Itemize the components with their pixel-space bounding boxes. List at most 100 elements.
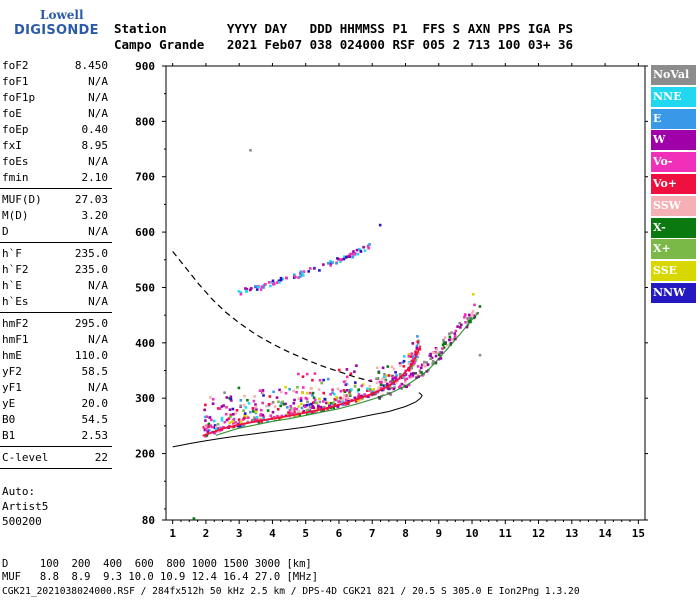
echo-point [216,422,220,426]
param-label: hmF1 [2,333,29,346]
param-label: M(D) [2,209,29,222]
echo-point [245,415,249,418]
echo-point [302,274,305,277]
echo-point [316,406,320,410]
echo-point [357,388,360,391]
echo-point [351,254,355,257]
echo-point [357,399,360,402]
x-tick-label: 8 [402,527,409,540]
echo-point [260,285,264,289]
echo-point [255,288,259,291]
echo-point [467,320,470,323]
echo-point [408,369,411,372]
echo-point [418,369,422,372]
legend-item: SSW [651,195,696,216]
x-tick-label: 6 [336,527,343,540]
echo-point [344,379,347,383]
echo-point [213,424,217,427]
echo-point [348,253,351,257]
echo-point [216,427,219,430]
echo-point [325,401,328,405]
echo-point [220,419,224,422]
x-tick-label: 10 [465,527,478,540]
x-tick-label: 14 [598,527,612,540]
echo-point [260,408,263,412]
param-row: yE 20.0 [0,396,112,412]
param-value: N/A [88,279,108,292]
echo-point [342,257,346,261]
echo-point [456,325,459,328]
echo-point [308,405,312,409]
echo-point [297,397,301,401]
param-value: N/A [88,107,108,120]
logo-line1: Lowell [40,8,84,22]
echo-point [278,281,281,284]
echo-point [319,406,323,409]
echo-point [235,425,238,428]
echo-point [306,412,310,415]
param-row: B0 54.5 [0,412,112,428]
echo-point [246,398,249,402]
echo-point [437,353,441,356]
echo-point [435,348,439,351]
x-tick-label: 7 [369,527,376,540]
echo-point [405,385,408,389]
echo-point [280,414,284,418]
echo-point [220,405,224,408]
echo-point [211,397,215,401]
y-tick-label: 400 [135,337,155,350]
echo-point [261,391,265,395]
echo-point [407,354,411,358]
echo-point [440,351,444,354]
echo-point [416,355,419,359]
echo-point [360,394,363,398]
echo-point [308,409,312,412]
echo-point [369,379,373,382]
echo-point [393,382,396,386]
echo-point [412,363,415,367]
echo-point [416,365,420,368]
echo-point [213,431,217,435]
echo-point [204,419,207,422]
echo-point [464,313,467,317]
param-separator [0,312,112,313]
echo-point [208,416,211,419]
param-label: foE [2,107,22,120]
echo-point [466,317,470,320]
echo-point [447,332,451,336]
echo-point [312,401,315,404]
echo-point [218,407,222,410]
echo-point [357,393,361,396]
echo-point [211,402,215,405]
echo-point [344,403,347,406]
y-tick-label: 900 [135,60,155,73]
echo-point [300,402,303,406]
echo-point [395,374,398,377]
param-value: N/A [88,91,108,104]
echo-point [416,340,419,344]
param-value: N/A [88,75,108,88]
echo-point [280,390,283,394]
param-value: 58.5 [81,365,109,378]
echo-point [350,388,353,391]
echo-point [203,424,207,428]
legend-item: NNW [651,282,696,303]
echo-point [310,402,313,406]
echo-point [322,391,325,395]
echo-point [219,426,222,430]
echo-point [234,412,237,415]
param-value: 2.53 [81,429,109,442]
echo-point [341,397,345,400]
param-row: hmE 110.0 [0,348,112,364]
echo-point [346,389,349,392]
param-row: h`Es N/A [0,294,112,310]
echo-point [414,350,417,353]
echo-point [411,342,415,345]
echo-point [412,372,415,375]
echo-point [337,400,340,403]
echo-point [442,346,446,349]
echo-point [411,375,415,379]
echo-point [211,425,214,429]
ionospheric-parameters-panel: foF2 8.450 foF1 N/A foF1p N/A foE N/A foEp 0.40 fx… [0,58,112,472]
echo-point [305,391,309,395]
